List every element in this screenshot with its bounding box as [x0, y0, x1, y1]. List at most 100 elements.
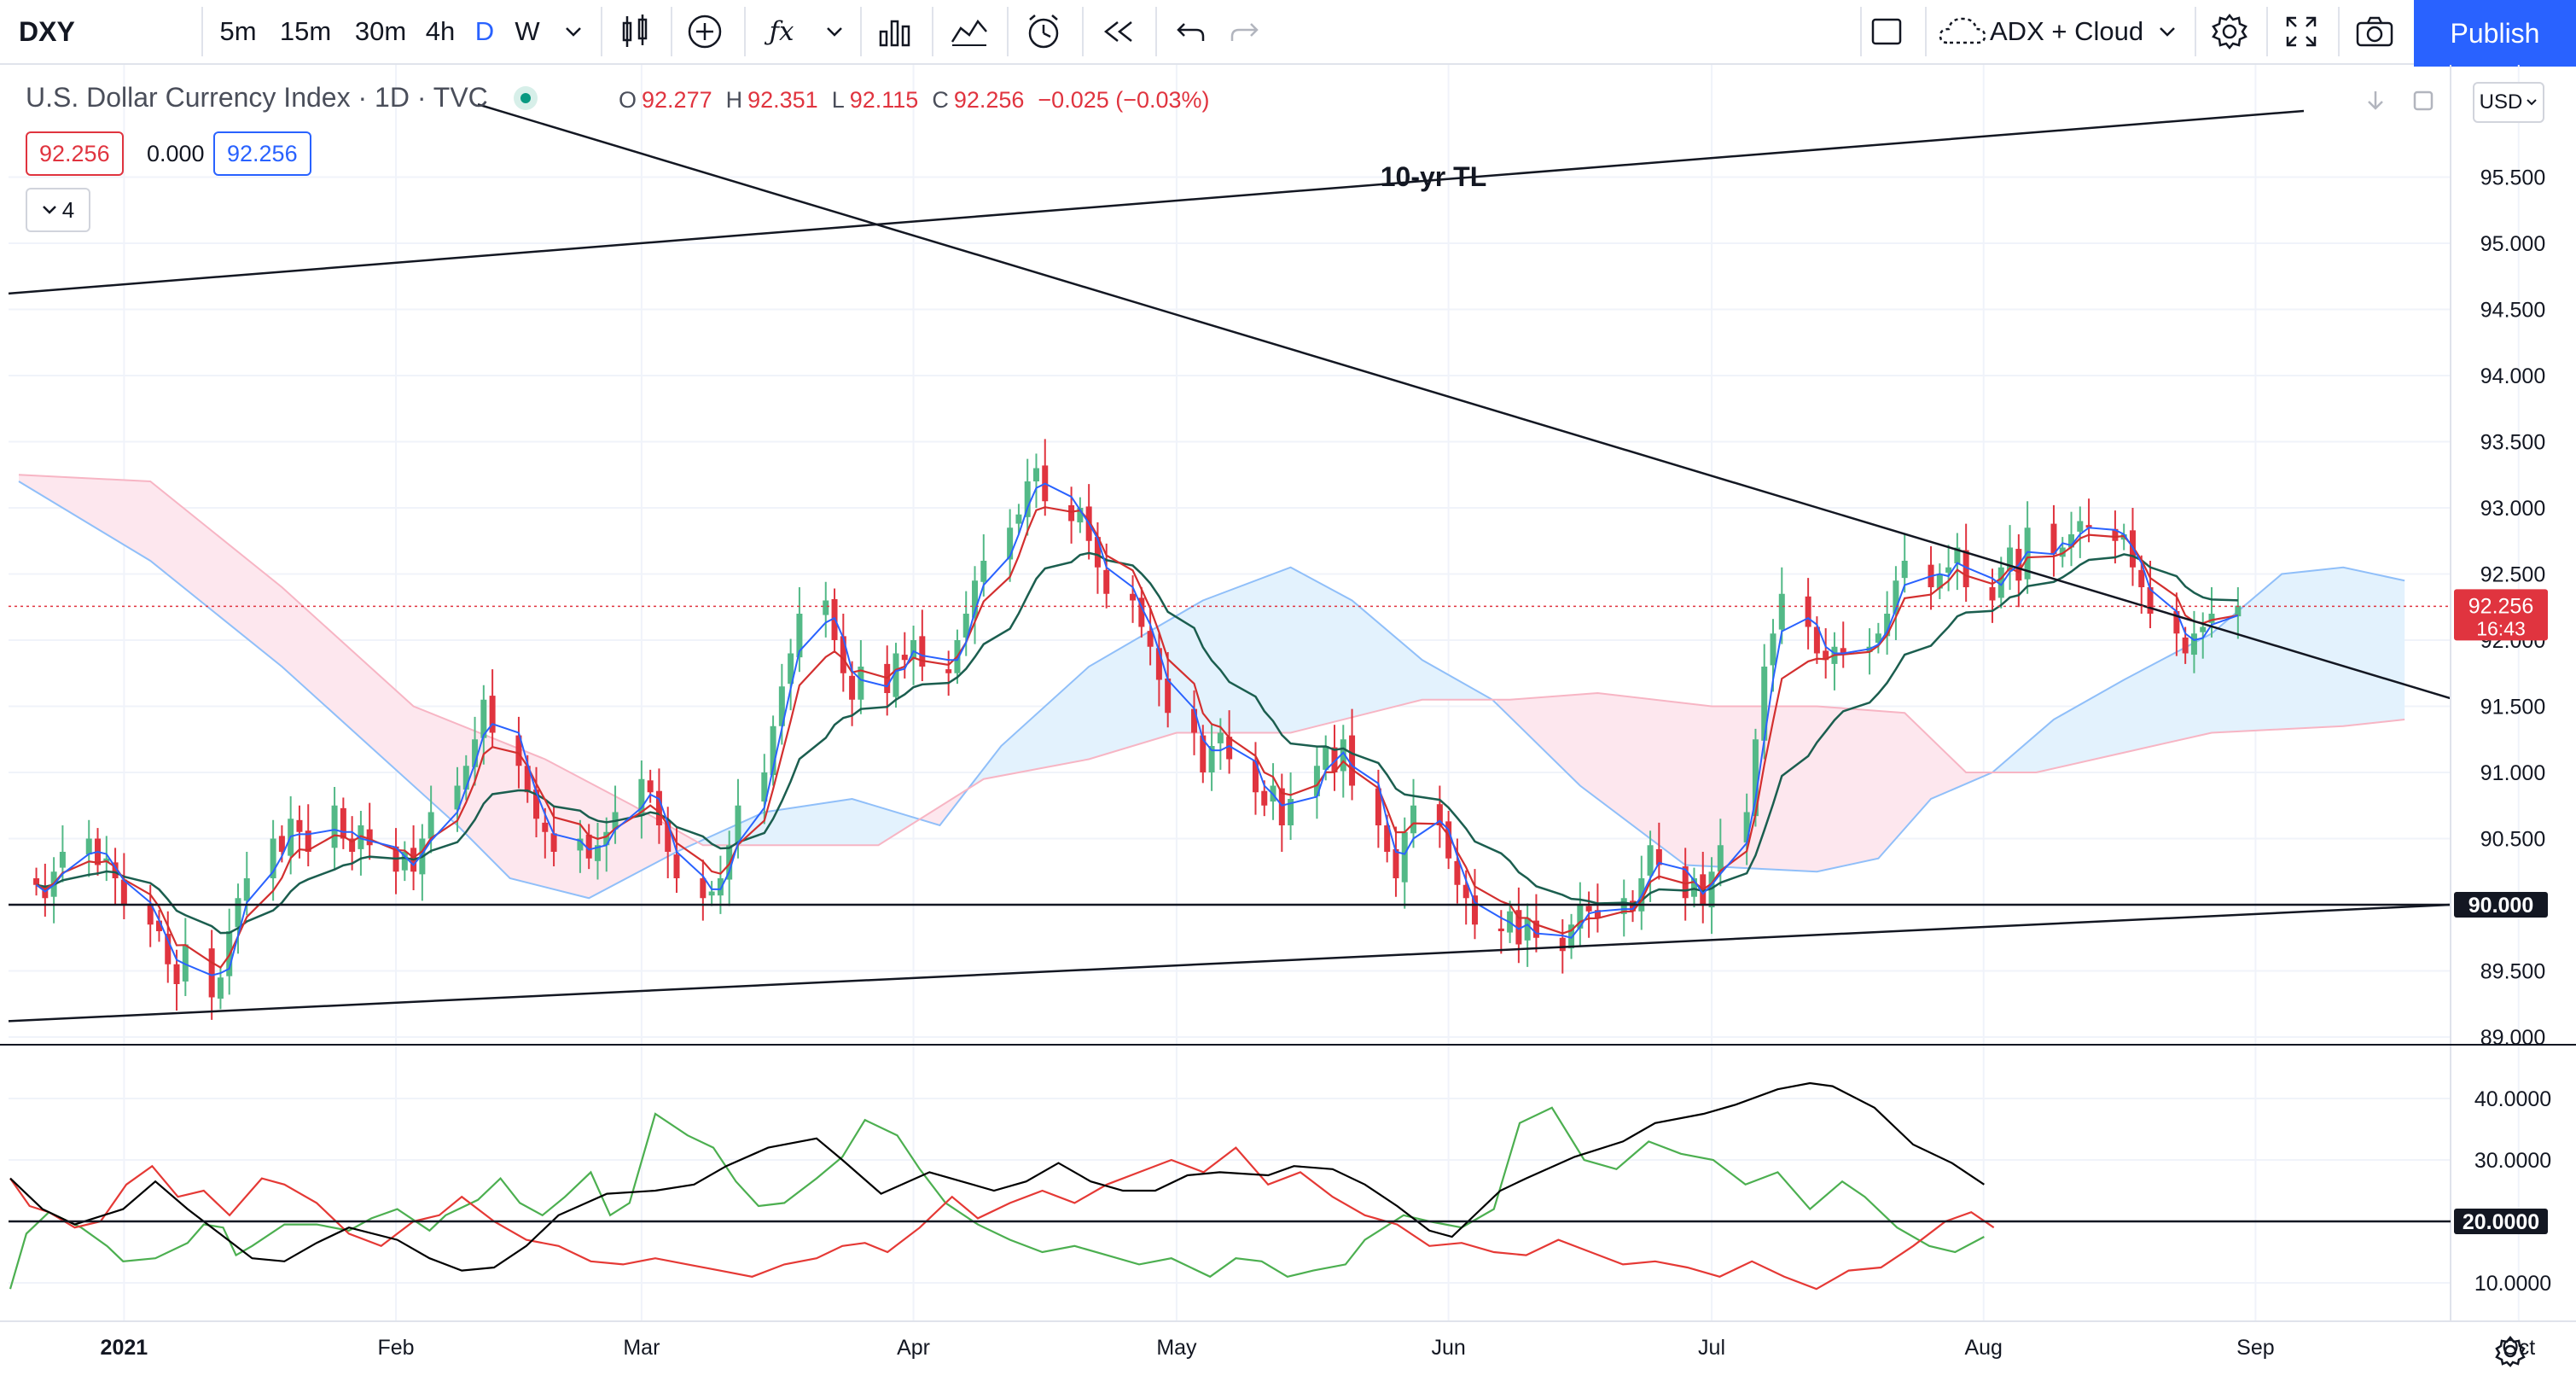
senkou-b-line	[18, 474, 2405, 847]
indicators-count: 4	[61, 196, 75, 223]
candle-up	[1717, 845, 1724, 872]
candle-up	[1313, 766, 1320, 796]
toolbar-divider	[2266, 7, 2268, 56]
interval-dropdown-chevron-icon[interactable]	[558, 0, 589, 63]
candle-down	[1559, 937, 1566, 952]
scroll-down-arrow-icon[interactable]	[2357, 82, 2394, 119]
candle-down	[533, 790, 540, 819]
candle-down	[1497, 928, 1504, 931]
series-title[interactable]: U.S. Dollar Currency Index · 1D · TVC	[26, 82, 488, 113]
axis-settings-gear-icon[interactable]	[2495, 1335, 2526, 1367]
candle-down	[700, 878, 707, 899]
candle-down	[305, 830, 311, 852]
osc-level-tag-bg	[2454, 1209, 2548, 1234]
redo-icon[interactable]	[1220, 0, 1270, 63]
candle-down	[112, 862, 119, 878]
compare-add-icon[interactable]	[681, 0, 729, 63]
candle-up	[1945, 567, 1952, 573]
candle-up	[2190, 633, 2197, 656]
candle-style-icon[interactable]	[611, 0, 659, 63]
candle-up	[462, 766, 469, 790]
time-axis-label: Jul	[1698, 1336, 1725, 1360]
layout-name[interactable]: ADX + Cloud	[1990, 16, 2144, 46]
fullscreen-square-icon[interactable]	[1860, 0, 1913, 63]
candle-up	[358, 825, 364, 849]
cloud-bullish	[1992, 567, 2405, 772]
replay-rewind-icon[interactable]	[1094, 0, 1143, 63]
candle-down	[1384, 825, 1391, 852]
interval-d[interactable]: D	[474, 16, 495, 46]
di-plus-line	[9, 1106, 1985, 1290]
price-tick-label: 94.500	[2480, 299, 2545, 323]
settings-gear-icon[interactable]	[2203, 0, 2256, 63]
price-tick-label: 95.500	[2480, 166, 2545, 190]
fullscreen-expand-icon[interactable]	[2275, 0, 2328, 63]
candle-up	[962, 614, 969, 638]
currency-selector[interactable]: USD	[2473, 82, 2544, 123]
interval-5m[interactable]: 5m	[219, 16, 257, 46]
indicators-dropdown-chevron-icon[interactable]	[819, 0, 850, 63]
candle-down	[1200, 735, 1207, 772]
candle-down	[647, 780, 654, 793]
interval-15m[interactable]: 15m	[279, 16, 332, 46]
indicators-fx-icon[interactable]: ƒx	[769, 16, 794, 47]
candle-up	[401, 852, 408, 871]
osc-tick-label: 10.0000	[2474, 1272, 2551, 1296]
time-axis-label: Mar	[623, 1336, 660, 1360]
cloud-layout-icon[interactable]	[1935, 0, 1990, 63]
candle-up	[717, 878, 724, 896]
high-value: 92.351	[747, 87, 818, 113]
candle-up	[1761, 667, 1768, 741]
interval-30m[interactable]: 30m	[354, 16, 407, 46]
candle-up	[1954, 547, 1961, 564]
candle-down	[2173, 610, 2180, 634]
level-tag-value: 90.000	[2468, 894, 2533, 918]
toolbar-divider	[1925, 7, 1927, 56]
layout-dropdown-chevron-icon[interactable]	[2152, 0, 2183, 63]
legend-ohlc: O 92.277 H 92.351 L 92.115 C 92.256 −0.025 (…	[619, 87, 1210, 114]
candle-down	[1471, 895, 1478, 925]
symbol-search[interactable]: DXY	[19, 15, 75, 47]
indicators-collapse-button[interactable]: 4	[26, 188, 90, 232]
candle-down	[296, 819, 303, 832]
candle-up	[2068, 534, 2075, 548]
candle-down	[542, 822, 549, 832]
price-tick-label: 93.000	[2480, 497, 2545, 521]
snapshot-camera-icon[interactable]	[2348, 0, 2401, 63]
ask-price-box[interactable]: 92.256	[213, 131, 311, 176]
interval-4h[interactable]: 4h	[425, 16, 456, 46]
price-tick-label: 93.500	[2480, 431, 2545, 455]
ema-slow-line	[36, 551, 2238, 935]
candle-up	[910, 640, 917, 659]
alert-clock-icon[interactable]	[1019, 0, 1070, 63]
candle-up	[2208, 614, 2215, 623]
toolbar-divider	[2195, 7, 2196, 56]
legend-title: U.S. Dollar Currency Index · 1D · TVC	[26, 82, 538, 114]
financials-bar-icon[interactable]	[870, 0, 920, 63]
candle-down	[1532, 920, 1539, 938]
time-axis-label: Feb	[377, 1336, 414, 1360]
bid-price-box[interactable]: 92.256	[26, 131, 124, 176]
osc-tick-label: 30.0000	[2474, 1149, 2551, 1173]
candle-up	[1032, 468, 1039, 481]
undo-icon[interactable]	[1166, 0, 1215, 63]
candle-up	[1288, 799, 1294, 825]
candle-up	[1901, 561, 1908, 579]
candle-down	[849, 675, 856, 700]
level-tag-bg	[2454, 892, 2548, 918]
candle-up	[1015, 514, 1022, 524]
candle-down	[1462, 884, 1469, 899]
cloud-bullish	[970, 567, 1493, 788]
publish-button[interactable]: Publish	[2414, 0, 2576, 67]
candle-up	[1884, 614, 1891, 637]
trendline-10yr	[8, 109, 2305, 295]
interval-w[interactable]: W	[515, 16, 540, 46]
candle-down	[1103, 569, 1110, 594]
candle-up	[1577, 905, 1584, 929]
ideas-stream-icon[interactable]	[944, 0, 995, 63]
candle-down	[1963, 550, 1969, 587]
candle-down	[945, 669, 952, 673]
candle-down	[340, 807, 346, 839]
maximize-pane-icon[interactable]	[2404, 82, 2442, 119]
